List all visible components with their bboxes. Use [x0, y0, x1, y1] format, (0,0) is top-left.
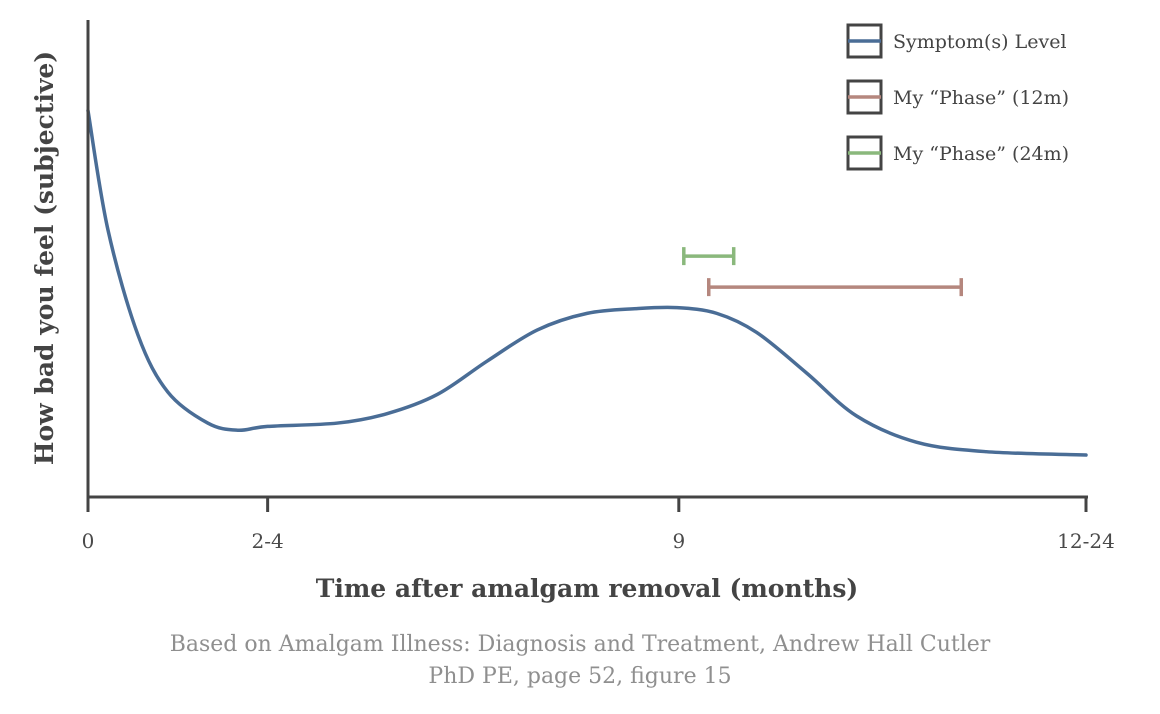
x-ticks: 0 2-4 9 12-24 [82, 497, 1115, 553]
legend-item: My “Phase” (24m) [846, 135, 1069, 171]
x-axis-title: Time after amalgam removal (months) [316, 574, 859, 603]
y-axis-title: How bad you feel (subjective) [30, 51, 59, 465]
legend-label: Symptom(s) Level [893, 31, 1067, 53]
legend-label: My “Phase” (24m) [893, 143, 1069, 165]
axes [86, 20, 1088, 499]
legend-item: Symptom(s) Level [846, 23, 1067, 59]
plot-layer [86, 108, 1088, 457]
x-tick-label: 2-4 [252, 529, 284, 553]
caption: Based on Amalgam Illness: Diagnosis and … [0, 629, 1160, 693]
x-tick-label: 12-24 [1057, 529, 1115, 553]
x-tick-label: 9 [672, 529, 685, 553]
caption-line-1: Based on Amalgam Illness: Diagnosis and … [169, 632, 991, 657]
caption-line-2: PhD PE, page 52, figure 15 [428, 664, 732, 689]
legend-item: My “Phase” (12m) [846, 79, 1069, 115]
phase-range-12m [707, 278, 963, 297]
legend-label: My “Phase” (12m) [893, 87, 1069, 109]
legend: Symptom(s) Level My “Phase” (12m) My “Phas… [846, 23, 1069, 171]
phase-range-24m [682, 247, 736, 266]
series-line-symptom-level [86, 108, 1088, 457]
x-tick-label: 0 [82, 529, 95, 553]
